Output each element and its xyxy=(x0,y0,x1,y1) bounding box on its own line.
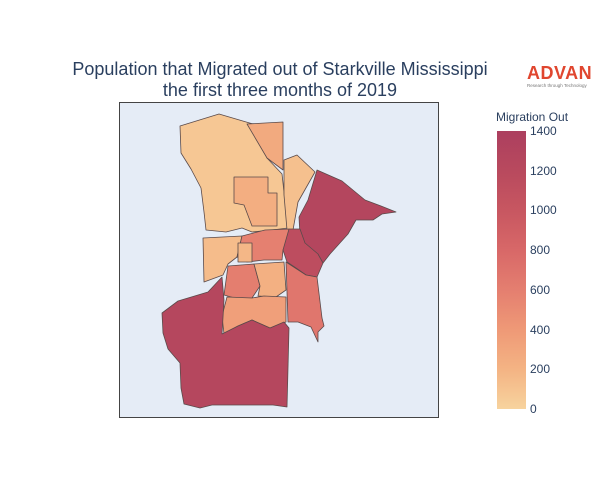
colorbar-tick-label: 600 xyxy=(530,282,551,297)
logo-wordmark: ADVAN xyxy=(527,63,593,83)
colorbar-tick-label: 200 xyxy=(530,362,551,377)
colorbar-tick-label: 1000 xyxy=(530,203,557,218)
region-center-mid[interactable] xyxy=(223,263,261,300)
advan-logo: ADVAN Research through Technology xyxy=(527,64,597,89)
region-north-strip[interactable] xyxy=(246,121,284,171)
map-title: Population that Migrated out of Starkvil… xyxy=(40,59,520,101)
colorbar-tick-label: 400 xyxy=(530,322,551,337)
colorbar-tick-label: 1200 xyxy=(530,163,557,178)
colorbar-tick-label: 0 xyxy=(530,402,537,416)
region-south-large[interactable] xyxy=(161,276,290,409)
colorbar xyxy=(497,131,526,409)
region-north-east-tan[interactable] xyxy=(283,154,316,231)
map-title-line2: the first three months of 2019 xyxy=(162,80,398,100)
colorbar-tick-label: 1400 xyxy=(530,124,557,138)
region-center-small[interactable] xyxy=(237,242,253,263)
colorbar-tick-label: 800 xyxy=(530,243,551,258)
region-north-center-block[interactable] xyxy=(233,176,278,227)
region-center-inner[interactable] xyxy=(253,261,287,298)
map-title-line1: Population that Migrated out of Starkvil… xyxy=(72,59,488,79)
region-south-east[interactable] xyxy=(285,261,325,343)
logo-tagline: Research through Technology xyxy=(527,83,587,88)
colorbar-title: Migration Out xyxy=(496,110,569,124)
